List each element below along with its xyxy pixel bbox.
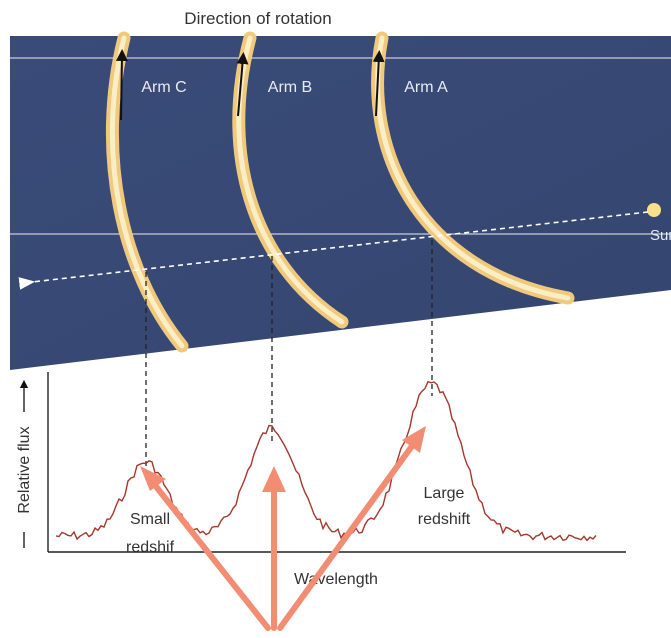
large-redshift-label-line1: Large (424, 485, 465, 502)
pointer-arrow-right (277, 443, 415, 631)
pointer-arrowhead-right (402, 426, 426, 453)
spiral-arm-a (371, 31, 575, 305)
arm-b-rotation-arrow (236, 52, 249, 117)
small-redshift-label-line1: Small (130, 511, 170, 528)
arm-b-label: Arm B (268, 79, 312, 96)
spiral-arm-b (232, 31, 349, 329)
pointer-arrow-left (151, 481, 271, 631)
large-redshift-label-line2: redshift (418, 511, 471, 528)
arm-a-label: Arm A (404, 79, 448, 96)
spiral-arm-c (105, 31, 189, 353)
direction-of-rotation-label: Direction of rotation (184, 9, 331, 28)
line-of-sight-arrow (18, 211, 649, 290)
arm-a-rotation-arrow (372, 50, 385, 117)
arm-c-rotation-arrow (115, 49, 128, 121)
pointer-arrows (140, 426, 426, 631)
x-axis-label: Wavelength (294, 571, 378, 588)
sun-marker (647, 203, 661, 217)
small-redshift-label-line2: redshif (126, 539, 175, 556)
spectrum-line (55, 380, 597, 542)
arm-c-label: Arm C (141, 79, 186, 96)
y-axis-label: Relative flux (16, 426, 33, 513)
sun-label: Sun (650, 227, 671, 244)
pointer-arrowhead-middle (262, 466, 286, 492)
pointer-arrowhead-left (140, 466, 166, 491)
